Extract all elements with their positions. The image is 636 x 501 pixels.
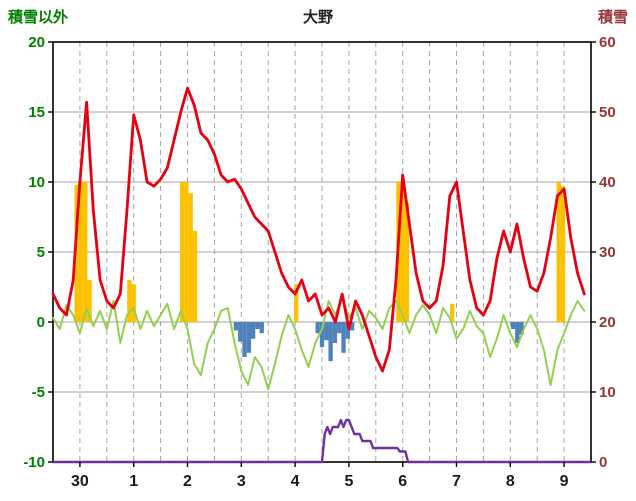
svg-text:10: 10 [599,384,616,401]
svg-text:9: 9 [560,473,569,490]
page-title: 大野 [302,9,333,26]
svg-text:0: 0 [37,314,45,331]
svg-text:1: 1 [129,473,138,490]
svg-text:30: 30 [71,473,89,490]
svg-text:-5: -5 [32,384,45,401]
svg-text:20: 20 [28,34,45,51]
svg-text:0: 0 [599,454,607,471]
svg-text:15: 15 [28,104,45,121]
svg-text:50: 50 [599,104,616,121]
svg-text:-10: -10 [23,454,45,471]
svg-text:30: 30 [599,244,616,261]
right-axis-title: 積雪 [597,9,628,26]
svg-text:4: 4 [291,473,300,490]
svg-text:3: 3 [237,473,246,490]
svg-text:40: 40 [599,174,616,191]
svg-text:7: 7 [452,473,461,490]
svg-text:2: 2 [183,473,192,490]
svg-text:60: 60 [599,34,616,51]
svg-text:8: 8 [506,473,515,490]
svg-text:5: 5 [344,473,353,490]
left-axis-title: 積雪以外 [8,9,69,26]
svg-text:10: 10 [28,174,45,191]
svg-text:6: 6 [398,473,407,490]
svg-text:5: 5 [37,244,45,261]
svg-text:20: 20 [599,314,616,331]
